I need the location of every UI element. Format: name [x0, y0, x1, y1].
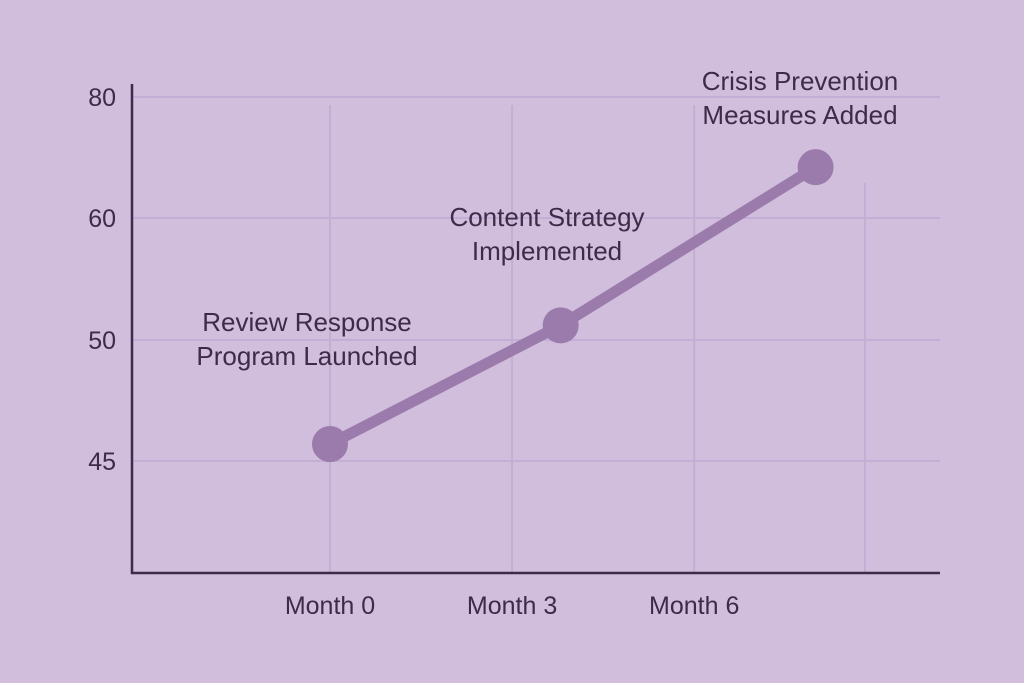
annotations: Review Response Program Launched Content S…: [196, 66, 898, 371]
x-tick-labels: Month 0 Month 3 Month 6: [285, 592, 740, 620]
y-tick-label: 50: [88, 327, 116, 355]
y-tick-label: 45: [88, 448, 116, 476]
x-tick-label: Month 0: [285, 592, 375, 620]
data-point: [542, 307, 579, 344]
y-tick-label: 80: [88, 84, 116, 112]
data-point: [312, 426, 348, 463]
annotation-label: Crisis Prevention: [702, 66, 899, 96]
x-tick-label: Month 3: [467, 592, 557, 620]
x-tick-label: Month 6: [649, 592, 739, 620]
y-tick-labels: 45 50 60 80: [88, 84, 116, 476]
annotation-label: Review Response: [202, 307, 412, 337]
y-tick-label: 60: [88, 205, 116, 233]
axes: [130, 84, 940, 575]
grid: [132, 96, 940, 573]
annotation-label: Measures Added: [702, 100, 897, 130]
annotation-label: Program Launched: [196, 341, 417, 371]
annotation-label: Implemented: [472, 236, 622, 266]
data-point: [797, 149, 834, 186]
annotation-label: Content Strategy: [449, 202, 644, 232]
series: [312, 149, 834, 463]
